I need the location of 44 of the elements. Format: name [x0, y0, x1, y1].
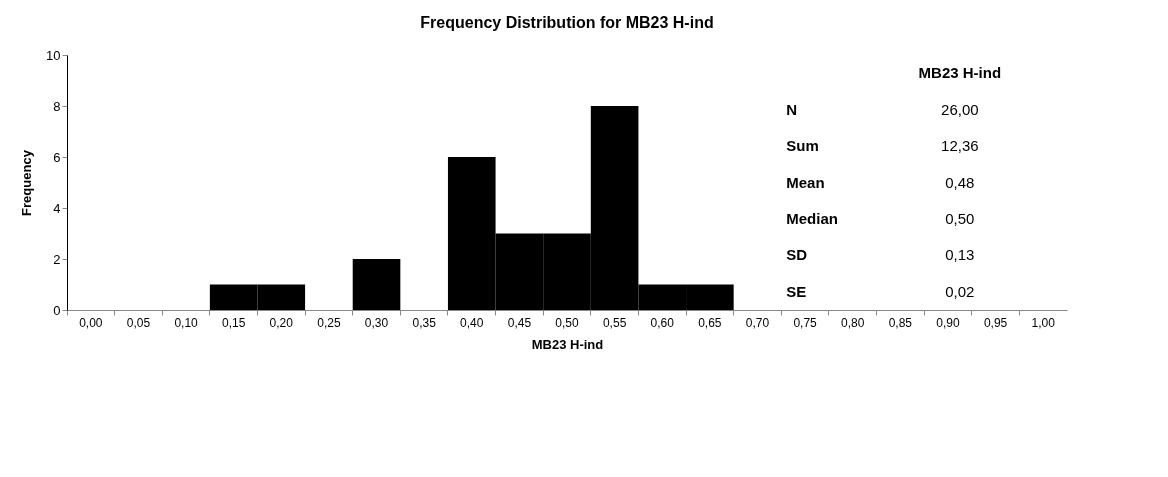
annotation: SE — [786, 282, 807, 300]
y-tick-label: 2 — [53, 251, 61, 267]
x-tick-label: 0,65 — [698, 315, 722, 330]
x-tick-label: 0,75 — [793, 315, 818, 330]
annotation: Median — [786, 209, 838, 227]
y-tick-label: 8 — [53, 98, 61, 114]
y-tick-label: 10 — [46, 47, 61, 63]
annotation: Mean — [786, 173, 825, 191]
x-axis-title: MB23 H-ind — [531, 336, 604, 352]
x-tick-label: 0,40 — [460, 315, 484, 330]
annotation: 0,48 — [945, 173, 975, 191]
x-tick-label: 0,00 — [79, 315, 103, 330]
x-tick-label: 0,25 — [317, 315, 341, 330]
annotation: SD — [786, 246, 808, 264]
x-tick-label: 0,15 — [221, 315, 246, 330]
x-tick-label: 0,60 — [650, 315, 675, 330]
x-tick-label: 0,80 — [841, 315, 865, 330]
y-axis-title: Frequency — [19, 149, 35, 216]
x-tick-label: 0,70 — [745, 315, 770, 330]
x-tick-label: 0,55 — [602, 315, 627, 330]
annotation: 0,13 — [945, 246, 975, 264]
annotation: 0,02 — [945, 282, 975, 300]
x-tick-label: 0,50 — [555, 315, 579, 330]
y-tick-label: 6 — [53, 149, 61, 165]
annotation: MB23 H-ind — [918, 64, 1002, 82]
x-tick-label: 0,30 — [364, 315, 389, 330]
annotation: 0,50 — [945, 209, 975, 227]
x-tick-label: 1,00 — [1031, 315, 1056, 330]
annotation: N — [786, 100, 798, 118]
y-tick-label: 4 — [53, 200, 61, 216]
x-tick-label: 0,85 — [888, 315, 913, 330]
chart-title: Frequency Distribution for MB23 H-ind — [420, 14, 714, 31]
x-tick-label: 0,35 — [412, 315, 437, 330]
bar — [352, 259, 401, 310]
x-tick-label: 0,90 — [936, 315, 960, 330]
x-tick-label: 0,95 — [983, 315, 1008, 330]
x-tick-label: 0,45 — [507, 315, 532, 330]
annotation: 26,00 — [941, 100, 979, 118]
y-tick-label: 0 — [53, 302, 61, 318]
x-tick-label: 0,05 — [126, 315, 151, 330]
x-tick-label: 0,10 — [174, 315, 199, 330]
annotation: 12,36 — [941, 137, 979, 155]
x-tick-label: 0,20 — [269, 315, 294, 330]
annotation: Sum — [786, 137, 819, 155]
